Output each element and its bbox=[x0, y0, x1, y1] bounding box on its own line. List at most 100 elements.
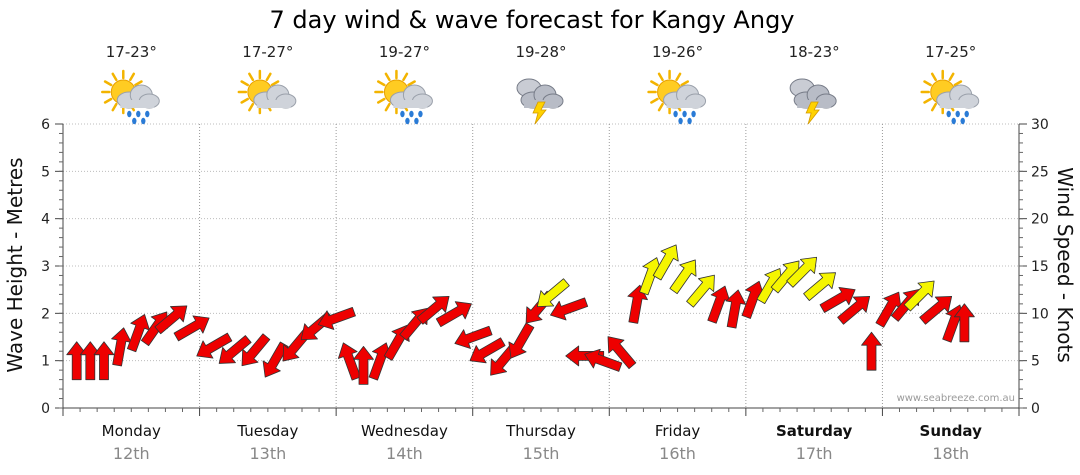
wind-arrow bbox=[79, 341, 101, 381]
day-date: 17th bbox=[796, 444, 833, 463]
wind-arrow-shape bbox=[469, 337, 506, 364]
right-axis-label: Wind Speed - Knots bbox=[1053, 167, 1077, 363]
wind-arrow bbox=[93, 341, 115, 381]
day-date: 18th bbox=[932, 444, 969, 463]
wind-arrow bbox=[262, 341, 289, 378]
wind-arrow-shape bbox=[337, 342, 361, 381]
temperature-range: 18-23° bbox=[789, 43, 840, 61]
wind-arrow-shape bbox=[173, 315, 210, 342]
wind-arrow bbox=[154, 305, 188, 335]
wind-arrow bbox=[584, 348, 623, 372]
sun-ray bbox=[270, 80, 280, 87]
sun-ray bbox=[675, 72, 682, 82]
temperature-range: 17-25° bbox=[925, 43, 976, 61]
wind-arrow bbox=[353, 345, 374, 385]
cloud-base bbox=[939, 100, 974, 108]
rain-drop bbox=[414, 117, 419, 125]
temperature-range: 17-23° bbox=[106, 43, 157, 61]
wind-arrow-shape bbox=[565, 345, 605, 367]
wind-arrow bbox=[652, 244, 679, 281]
storm-cloud-icon bbox=[516, 78, 564, 125]
sun-ray bbox=[240, 80, 249, 87]
sun-ray bbox=[680, 80, 690, 87]
rain-drop bbox=[964, 110, 969, 118]
wind-arrow-shape bbox=[786, 256, 818, 288]
wind-arrow bbox=[550, 297, 589, 321]
day-date: 15th bbox=[523, 444, 560, 463]
lightning-bolt bbox=[805, 101, 820, 125]
wind-arrow-shape bbox=[725, 289, 747, 329]
wind-arrow-shape bbox=[536, 278, 570, 308]
wind-arrow bbox=[837, 295, 871, 325]
wind-arrow bbox=[627, 284, 648, 324]
left-tick-label: 6 bbox=[41, 117, 50, 133]
wind-arrow-shape bbox=[241, 333, 271, 367]
day-name: Tuesday bbox=[236, 422, 298, 440]
wind-arrow-shape bbox=[454, 325, 493, 349]
day-date: 16th bbox=[659, 444, 696, 463]
left-tick-label: 4 bbox=[41, 212, 50, 228]
sun-cloud-rain-icon bbox=[101, 69, 160, 125]
right-tick-label: 5 bbox=[1031, 354, 1040, 370]
wind-arrow-shape bbox=[803, 272, 836, 301]
wind-arrow-shape bbox=[218, 335, 252, 364]
left-tick-label: 2 bbox=[41, 306, 50, 322]
rain-drop bbox=[946, 110, 951, 118]
day-name: Saturday bbox=[776, 422, 853, 440]
sun-cloud-rain-icon bbox=[374, 69, 433, 125]
storm-cloud-icon bbox=[789, 78, 837, 125]
rain-drop bbox=[409, 110, 414, 118]
right-tick-label: 0 bbox=[1031, 401, 1040, 417]
wind-arrow-shape bbox=[861, 331, 882, 371]
wind-arrow bbox=[454, 325, 493, 349]
rain-drop bbox=[951, 117, 956, 125]
temperature-range: 19-27° bbox=[379, 43, 430, 61]
sun-ray bbox=[650, 97, 659, 104]
wind-arrow bbox=[786, 256, 818, 288]
rain-drop bbox=[960, 117, 965, 125]
sun-ray bbox=[657, 72, 664, 82]
wind-arrow-shape bbox=[416, 295, 450, 325]
wind-arrow bbox=[536, 278, 570, 308]
day-name: Wednesday bbox=[361, 422, 448, 440]
rain-drop bbox=[145, 110, 150, 118]
left-tick-label: 0 bbox=[41, 401, 50, 417]
sun-cloud-rain-icon bbox=[920, 69, 980, 125]
wind-arrow-shape bbox=[93, 341, 115, 381]
cloud-base bbox=[256, 100, 291, 108]
right-tick-label: 25 bbox=[1031, 164, 1049, 180]
sun-ray bbox=[650, 80, 659, 87]
wind-arrow bbox=[196, 332, 233, 359]
day-date: 12th bbox=[113, 444, 150, 463]
left-tick-label: 5 bbox=[41, 164, 50, 180]
left-axis-label: Wave Height - Metres bbox=[3, 157, 27, 372]
right-tick-label: 15 bbox=[1031, 259, 1049, 275]
wind-arrow-shape bbox=[79, 341, 101, 381]
left-tick-label: 1 bbox=[41, 354, 50, 370]
wind-arrow-shape bbox=[627, 284, 648, 324]
wind-arrow bbox=[725, 289, 747, 329]
axes: 0 1 2 3 4 5 6 0 5 10 15 20 25 30 bbox=[41, 117, 1049, 417]
sun-ray bbox=[134, 80, 143, 87]
rain-drop bbox=[691, 110, 696, 118]
sun-ray bbox=[240, 97, 249, 104]
wind-arrow bbox=[337, 342, 361, 381]
left-tick-label: 3 bbox=[41, 259, 50, 275]
wind-arrow-shape bbox=[584, 348, 623, 372]
wind-arrow bbox=[173, 315, 210, 342]
wind-arrow-shape bbox=[819, 287, 856, 313]
wind-arrow-shape bbox=[196, 332, 233, 359]
rain-drop bbox=[687, 117, 692, 125]
temperature-range: 17-27° bbox=[242, 43, 293, 61]
wind-arrow-shape bbox=[508, 322, 535, 359]
rain-drop bbox=[132, 117, 137, 125]
wind-arrow bbox=[669, 259, 697, 295]
sun-ray bbox=[111, 72, 118, 82]
temperature-range: 19-26° bbox=[652, 43, 703, 61]
wind-arrow bbox=[607, 336, 637, 370]
wind-arrow-shape bbox=[550, 297, 589, 321]
sun-ray bbox=[248, 102, 255, 112]
rain-drop bbox=[405, 117, 410, 125]
wind-arrow bbox=[903, 280, 935, 312]
chart-title: 7 day wind & wave forecast for Kangy Ang… bbox=[270, 6, 795, 34]
